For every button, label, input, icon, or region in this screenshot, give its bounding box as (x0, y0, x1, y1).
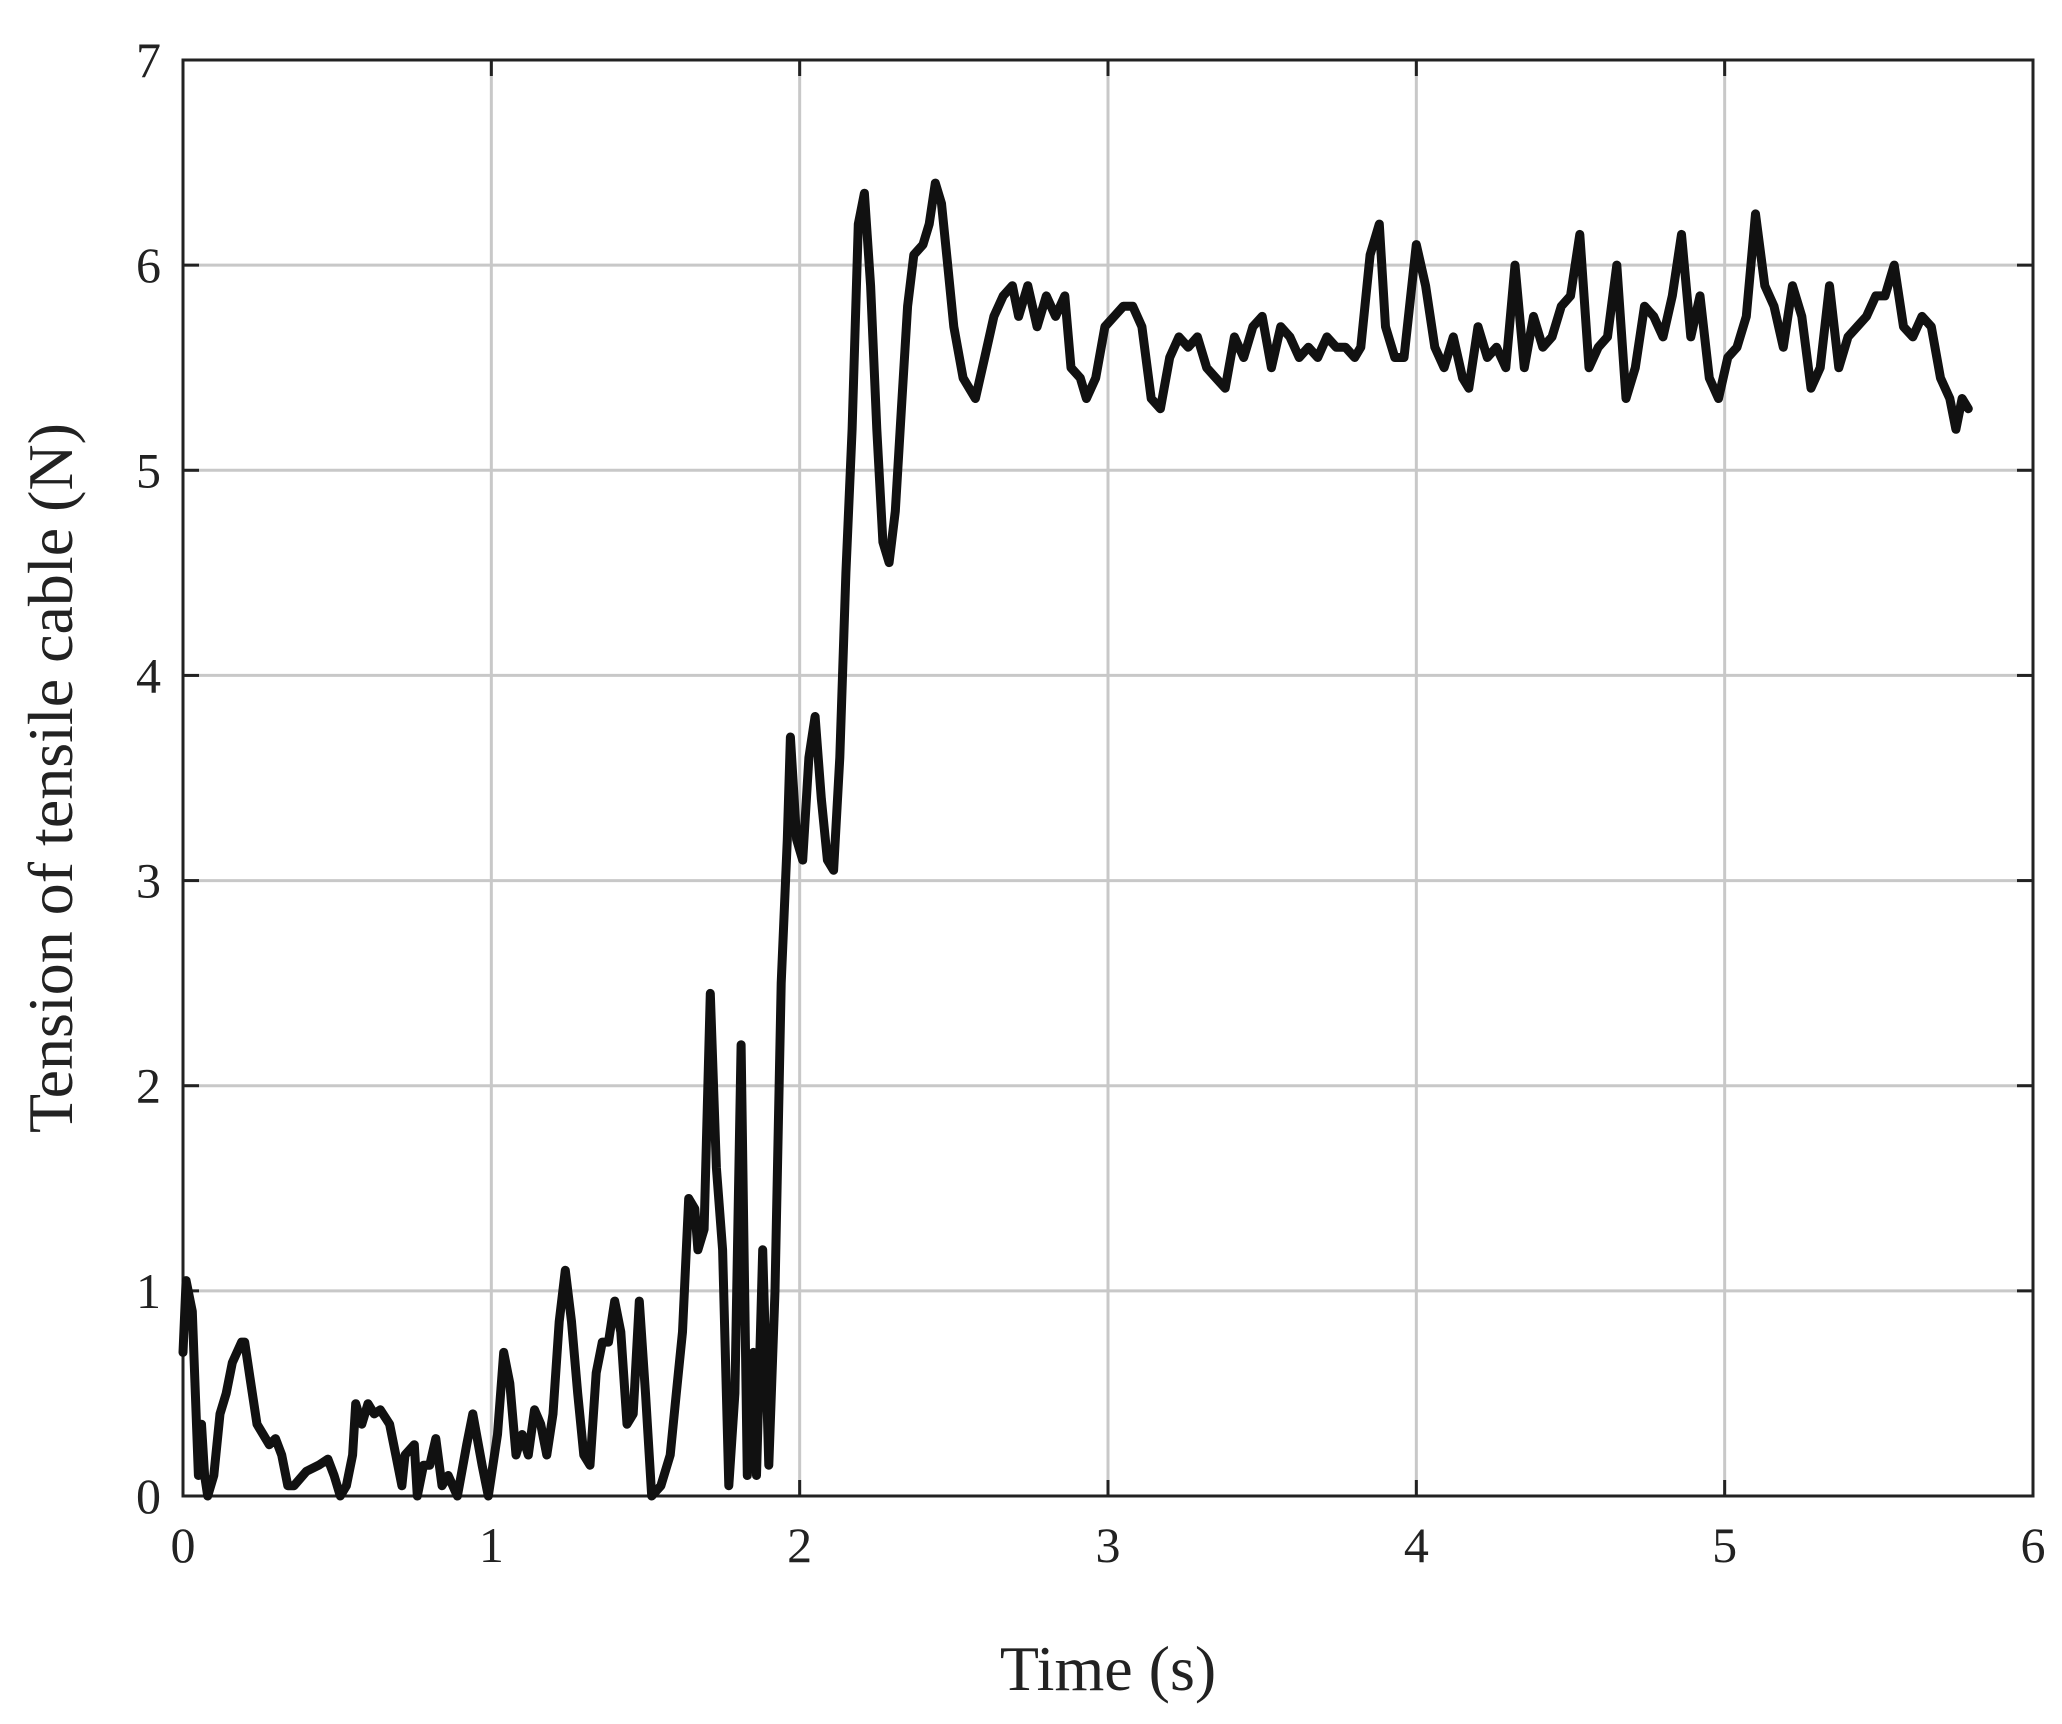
x-tick-label: 6 (2021, 1517, 2046, 1573)
y-tick-label: 1 (136, 1263, 161, 1319)
y-tick-label: 2 (136, 1058, 161, 1114)
y-axis-label: Tension of tensile cable (N) (15, 423, 86, 1133)
x-axis-label: Time (s) (1000, 1633, 1216, 1704)
y-tick-label: 6 (136, 237, 161, 293)
plot-frame (181, 58, 2035, 1498)
y-tick-label: 0 (136, 1468, 161, 1524)
x-tick-label: 5 (1712, 1517, 1737, 1573)
y-tick-label: 5 (136, 442, 161, 498)
data-line (178, 178, 1973, 1501)
x-tick-label: 1 (479, 1517, 504, 1573)
y-tick-label: 7 (136, 32, 161, 88)
x-tick-label: 4 (1404, 1517, 1429, 1573)
x-tick-label: 0 (171, 1517, 196, 1573)
x-tick-label: 2 (787, 1517, 812, 1573)
y-tick-label: 4 (136, 647, 161, 703)
x-tick-label: 3 (1096, 1517, 1121, 1573)
y-tick-label: 3 (136, 853, 161, 909)
